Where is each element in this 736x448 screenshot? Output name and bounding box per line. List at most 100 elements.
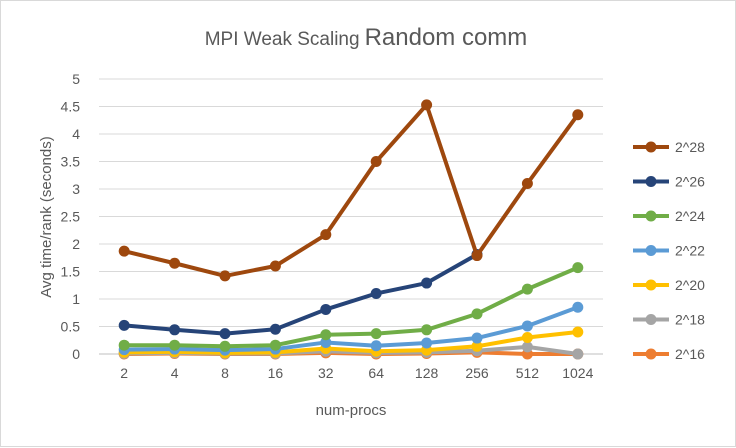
x-axis-title: num-procs bbox=[316, 402, 387, 419]
legend-marker bbox=[645, 141, 657, 153]
data-point bbox=[169, 257, 181, 269]
y-tick-label: 4 bbox=[72, 126, 80, 142]
data-point bbox=[521, 332, 533, 343]
legend-label: 2^26 bbox=[675, 174, 705, 190]
data-point bbox=[471, 340, 483, 352]
y-tick-label: 2 bbox=[72, 236, 80, 252]
data-point bbox=[269, 260, 281, 272]
data-point bbox=[572, 348, 584, 360]
y-tick-label: 5 bbox=[72, 71, 80, 87]
x-tick-label: 256 bbox=[465, 365, 489, 381]
data-point bbox=[421, 277, 433, 289]
data-point bbox=[320, 336, 332, 348]
x-tick-label: 32 bbox=[318, 365, 334, 381]
chart-title: MPI Weak Scaling Random comm bbox=[205, 24, 528, 51]
data-point bbox=[521, 341, 533, 353]
data-point bbox=[572, 109, 584, 121]
data-point bbox=[572, 326, 584, 338]
data-point bbox=[370, 340, 382, 352]
legend-item: 2^28 bbox=[633, 139, 705, 155]
data-point bbox=[320, 303, 332, 315]
legend-item: 2^18 bbox=[633, 312, 705, 328]
data-point bbox=[421, 99, 433, 111]
series-2^28 bbox=[118, 99, 584, 282]
x-tick-label: 4 bbox=[171, 365, 179, 381]
data-point bbox=[471, 250, 483, 262]
legend: 2^28 2^26 2^24 2^22 2^20 2^18 2^16 bbox=[633, 139, 705, 362]
x-tick-labels: 2 4 8 16 32 64 128 256 512 1024 bbox=[120, 365, 593, 381]
data-point bbox=[370, 156, 382, 167]
data-point bbox=[471, 308, 483, 320]
legend-label: 2^20 bbox=[675, 277, 705, 293]
data-point bbox=[521, 283, 533, 295]
legend-label: 2^18 bbox=[675, 312, 705, 328]
series-line bbox=[122, 330, 580, 355]
legend-item: 2^16 bbox=[633, 346, 705, 362]
data-point bbox=[269, 323, 281, 335]
data-point bbox=[572, 262, 584, 274]
y-tick-label: 2.5 bbox=[61, 209, 81, 225]
data-point bbox=[521, 178, 533, 189]
series-line bbox=[122, 102, 580, 278]
legend-item: 2^22 bbox=[633, 243, 705, 259]
legend-marker bbox=[645, 279, 657, 291]
data-point bbox=[219, 270, 231, 282]
data-point bbox=[320, 329, 332, 341]
series-line bbox=[122, 305, 580, 353]
data-point bbox=[269, 339, 281, 351]
x-tick-label: 128 bbox=[415, 365, 439, 381]
y-tick-label: 3 bbox=[72, 181, 80, 197]
y-tick-label: 3.5 bbox=[61, 154, 81, 170]
data-point bbox=[370, 328, 382, 340]
legend-label: 2^28 bbox=[675, 139, 705, 155]
x-tick-label: 8 bbox=[221, 365, 229, 381]
gridlines bbox=[99, 78, 603, 355]
data-point bbox=[118, 319, 130, 331]
data-point bbox=[521, 320, 533, 332]
legend-marker bbox=[645, 348, 657, 360]
series-line bbox=[122, 252, 479, 336]
data-point bbox=[118, 339, 130, 351]
series-2^24 bbox=[118, 262, 584, 352]
y-tick-label: 4.5 bbox=[61, 99, 81, 115]
legend-label: 2^16 bbox=[675, 346, 705, 362]
y-tick-label: 0 bbox=[72, 346, 80, 362]
y-tick-label: 1 bbox=[72, 291, 80, 307]
data-point bbox=[219, 328, 231, 340]
y-axis-title: Avg time/rank (seconds) bbox=[38, 136, 55, 297]
chart-title-part2: Random comm bbox=[365, 24, 528, 51]
x-tick-label: 16 bbox=[268, 365, 284, 381]
data-point bbox=[370, 288, 382, 299]
data-point bbox=[421, 337, 433, 349]
legend-label: 2^22 bbox=[675, 243, 705, 259]
data-point bbox=[421, 324, 433, 336]
x-tick-label: 512 bbox=[516, 365, 540, 381]
legend-marker bbox=[645, 176, 657, 187]
legend-item: 2^26 bbox=[633, 174, 705, 190]
legend-item: 2^20 bbox=[633, 277, 705, 293]
x-tick-label: 1024 bbox=[562, 365, 593, 381]
chart-title-part1: MPI Weak Scaling bbox=[205, 29, 360, 50]
data-point bbox=[471, 332, 483, 344]
data-point bbox=[118, 245, 130, 257]
data-point bbox=[169, 324, 181, 336]
data-point bbox=[169, 339, 181, 351]
series-line bbox=[122, 265, 580, 349]
y-tick-label: 0.5 bbox=[61, 319, 81, 335]
x-tick-label: 2 bbox=[120, 365, 128, 381]
data-point bbox=[219, 340, 231, 352]
legend-label: 2^24 bbox=[675, 208, 705, 224]
legend-marker bbox=[645, 245, 657, 256]
y-tick-label: 1.5 bbox=[61, 264, 81, 280]
x-tick-label: 64 bbox=[368, 365, 384, 381]
y-tick-labels: 0 0.5 1 1.5 2 2.5 3 3.5 4 4.5 5 bbox=[61, 71, 81, 362]
series-2^26 bbox=[118, 248, 483, 340]
legend-marker bbox=[645, 210, 657, 222]
legend-marker bbox=[645, 314, 657, 325]
data-point bbox=[572, 301, 584, 313]
series-layer bbox=[118, 99, 584, 360]
data-point bbox=[320, 229, 332, 241]
legend-item: 2^24 bbox=[633, 208, 705, 224]
